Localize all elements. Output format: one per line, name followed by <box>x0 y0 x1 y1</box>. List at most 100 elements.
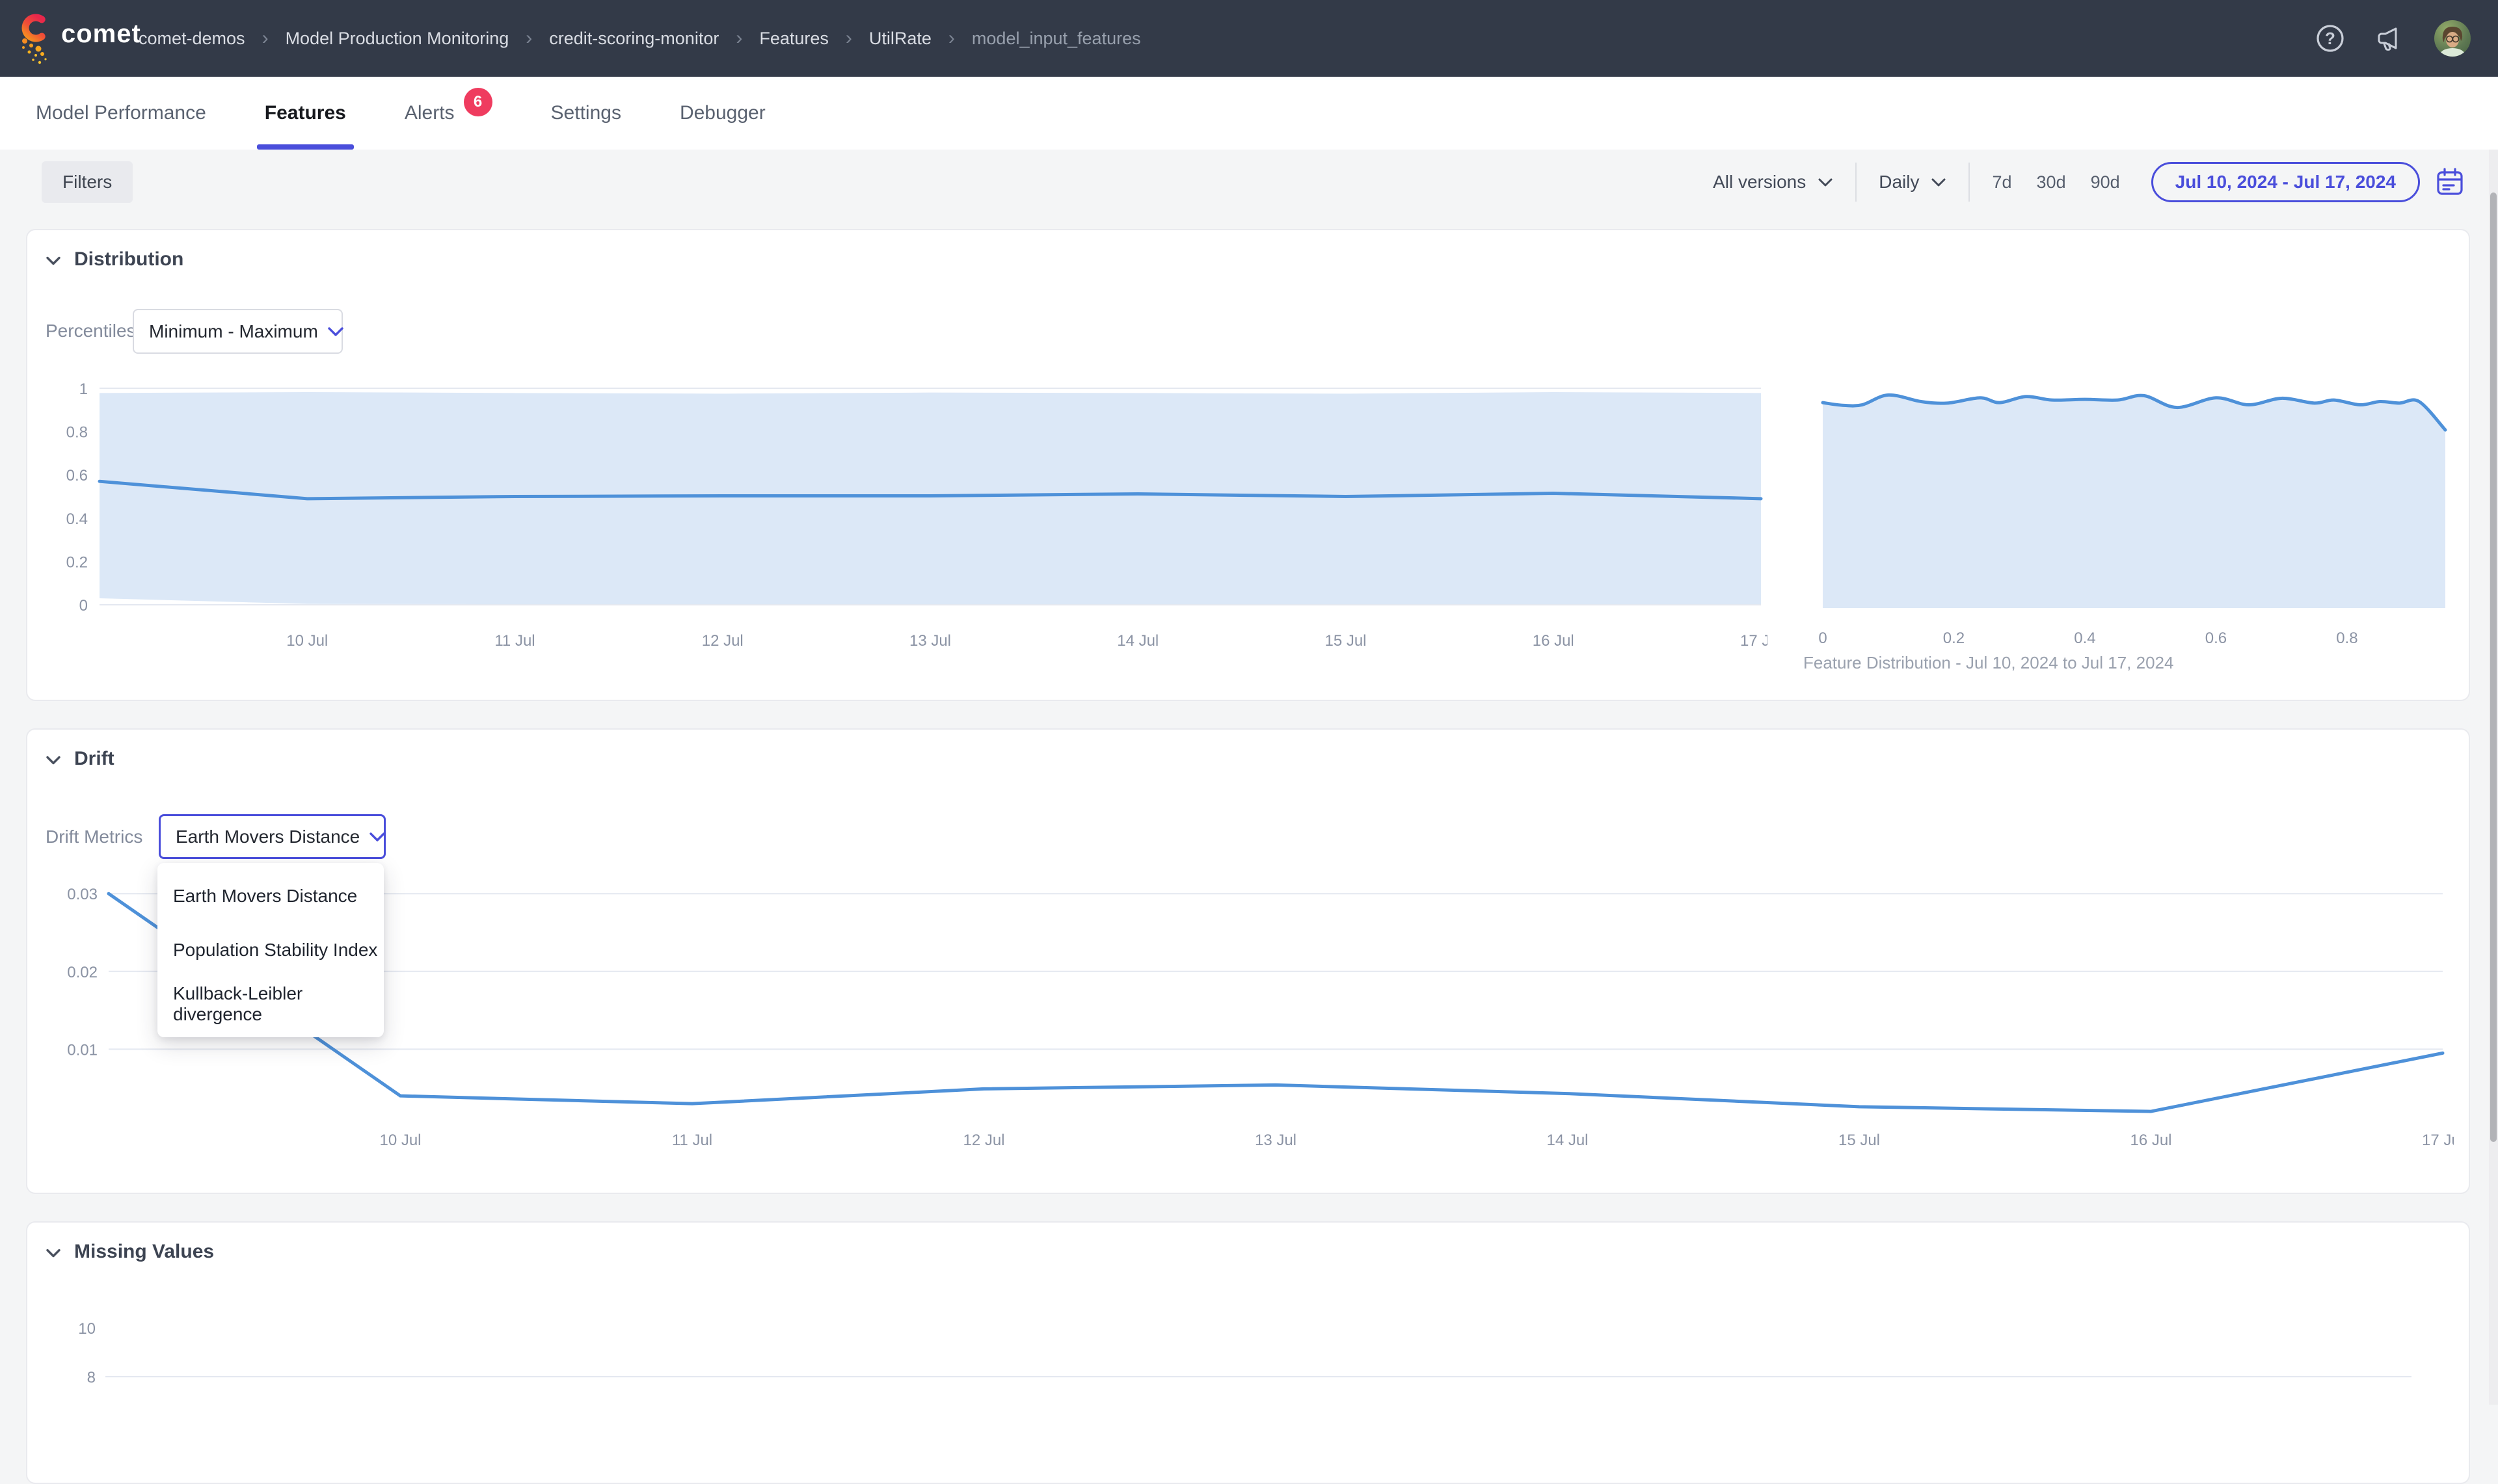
svg-text:0.4: 0.4 <box>66 510 88 528</box>
svg-text:16 Jul: 16 Jul <box>2130 1132 2171 1149</box>
svg-text:11 Jul: 11 Jul <box>672 1132 712 1149</box>
collapse-chevron-icon[interactable] <box>46 1249 61 1258</box>
svg-text:0.6: 0.6 <box>66 467 88 484</box>
svg-text:0: 0 <box>1818 629 1827 647</box>
collapse-chevron-icon[interactable] <box>46 256 61 265</box>
feature-distribution-caption: Feature Distribution - Jul 10, 2024 to J… <box>1803 653 2174 672</box>
comet-logo[interactable]: comet <box>18 10 141 66</box>
percentiles-dropdown[interactable]: Minimum - Maximum <box>133 309 343 354</box>
interval-dropdown[interactable]: Daily <box>1879 172 1946 192</box>
scrollbar-thumb[interactable] <box>2490 192 2497 1142</box>
versions-dropdown[interactable]: All versions <box>1713 172 1833 192</box>
tab-label: Model Performance <box>36 102 206 124</box>
tab-label: Alerts <box>404 102 455 124</box>
tab-features[interactable]: Features <box>256 77 354 150</box>
percentiles-label: Percentiles <box>46 321 136 341</box>
filter-bar-right: All versions Daily 7d 30d 90d Jul 10, 20… <box>1713 150 2465 215</box>
versions-dropdown-value: All versions <box>1713 172 1806 192</box>
tab-settings[interactable]: Settings <box>551 77 621 150</box>
breadcrumb-item-monitor[interactable]: credit-scoring-monitor <box>549 28 719 48</box>
tab-debugger[interactable]: Debugger <box>680 77 766 150</box>
filters-button[interactable]: Filters <box>42 161 133 203</box>
svg-text:12 Jul: 12 Jul <box>963 1132 1004 1149</box>
svg-text:0.02: 0.02 <box>67 964 98 981</box>
svg-text:13 Jul: 13 Jul <box>1255 1132 1296 1149</box>
svg-text:0.03: 0.03 <box>67 886 98 903</box>
svg-text:13 Jul: 13 Jul <box>909 632 951 650</box>
distribution-card: Distribution Percentiles Minimum - Maxim… <box>26 229 2470 701</box>
svg-text:8: 8 <box>87 1369 96 1386</box>
svg-text:0.4: 0.4 <box>2074 629 2095 647</box>
range-90d-button[interactable]: 90d <box>2090 172 2120 192</box>
chevron-down-icon <box>328 326 343 336</box>
drift-chart: 0.01 0.02 0.03 10 Jul 11 Jul 12 Jul 13 Jul 14 J… <box>67 886 2454 1149</box>
svg-text:0.01: 0.01 <box>67 1041 98 1059</box>
breadcrumb: comet-demos › Model Production Monitorin… <box>139 0 1141 77</box>
svg-text:15 Jul: 15 Jul <box>1838 1132 1880 1149</box>
drift-metrics-menu: Earth Movers Distance Population Stabili… <box>157 863 384 1037</box>
menu-item-population-stability-index[interactable]: Population Stability Index <box>173 940 378 960</box>
alerts-badge: 6 <box>463 88 492 116</box>
tab-label: Settings <box>550 102 621 124</box>
tab-label: Debugger <box>679 102 766 124</box>
breadcrumb-separator: › <box>736 27 743 49</box>
scrollbar[interactable] <box>2489 150 2498 1405</box>
divider <box>1968 163 1970 202</box>
active-tab-underline <box>256 144 354 150</box>
range-30d-button[interactable]: 30d <box>2036 172 2066 192</box>
filter-bar: Filters All versions Daily 7d 30d 90d Ju… <box>0 150 2498 215</box>
missing-values-chart: 10 8 <box>78 1320 2411 1386</box>
svg-text:14 Jul: 14 Jul <box>1546 1132 1588 1149</box>
avatar[interactable] <box>2434 20 2471 57</box>
svg-text:0.8: 0.8 <box>66 424 88 442</box>
svg-text:0.2: 0.2 <box>1943 629 1965 647</box>
tab-model-performance[interactable]: Model Performance <box>36 77 206 150</box>
drift-metrics-dropdown[interactable]: Earth Movers Distance <box>159 814 386 859</box>
breadcrumb-separator: › <box>526 27 533 49</box>
drift-card: Drift Drift Metrics Earth Movers Distanc… <box>26 728 2470 1194</box>
svg-text:17 Jul: 17 Jul <box>1740 632 1767 650</box>
range-7d-button[interactable]: 7d <box>1992 172 2012 192</box>
divider <box>1855 163 1857 202</box>
chevron-down-icon <box>369 832 385 841</box>
help-glyph: ? <box>2325 29 2335 48</box>
svg-text:1: 1 <box>79 380 88 398</box>
interval-dropdown-value: Daily <box>1879 172 1920 192</box>
section-title-drift: Drift <box>74 748 114 769</box>
chevron-down-icon <box>1931 178 1946 186</box>
svg-text:15 Jul: 15 Jul <box>1324 632 1366 650</box>
megaphone-icon[interactable] <box>2374 23 2406 54</box>
chevron-down-icon <box>1818 178 1833 186</box>
feature-distribution-chart: 0 0.2 0.4 0.6 0.8 <box>1818 393 2447 647</box>
breadcrumb-item-project[interactable]: Model Production Monitoring <box>285 28 509 48</box>
calendar-icon[interactable] <box>2434 166 2465 198</box>
tab-alerts[interactable]: Alerts 6 <box>405 77 492 150</box>
menu-item-earth-movers-distance[interactable]: Earth Movers Distance <box>173 886 358 907</box>
breadcrumb-separator: › <box>845 27 852 49</box>
header-actions: ? <box>2315 0 2471 77</box>
svg-text:0: 0 <box>79 597 88 615</box>
breadcrumb-separator: › <box>948 27 955 49</box>
svg-text:10: 10 <box>78 1320 96 1338</box>
svg-text:14 Jul: 14 Jul <box>1117 632 1159 650</box>
missing-values-card: Missing Values 10 8 <box>26 1221 2470 1484</box>
drift-metrics-dropdown-value: Earth Movers Distance <box>176 826 360 847</box>
svg-text:10 Jul: 10 Jul <box>286 632 328 650</box>
breadcrumb-item-features[interactable]: Features <box>759 28 829 48</box>
svg-text:0.6: 0.6 <box>2205 629 2227 647</box>
breadcrumb-item-workspace[interactable]: comet-demos <box>139 28 245 48</box>
help-icon[interactable]: ? <box>2315 23 2346 54</box>
collapse-chevron-icon[interactable] <box>46 756 61 765</box>
comet-logo-text: comet <box>61 20 141 48</box>
breadcrumb-item-feature[interactable]: UtilRate <box>868 28 932 48</box>
svg-text:12 Jul: 12 Jul <box>702 632 744 650</box>
breadcrumb-separator: › <box>262 27 269 49</box>
percentiles-dropdown-value: Minimum - Maximum <box>149 321 318 341</box>
section-title-distribution: Distribution <box>74 248 184 270</box>
svg-text:0.2: 0.2 <box>66 553 88 571</box>
menu-item-kullback-leibler-divergence[interactable]: Kullback-Leibler divergence <box>173 983 303 1024</box>
svg-text:16 Jul: 16 Jul <box>1533 632 1574 650</box>
drift-metrics-label: Drift Metrics <box>46 827 143 847</box>
svg-text:17 Jul: 17 Jul <box>2422 1132 2454 1149</box>
date-range-button[interactable]: Jul 10, 2024 - Jul 17, 2024 <box>2151 162 2420 202</box>
